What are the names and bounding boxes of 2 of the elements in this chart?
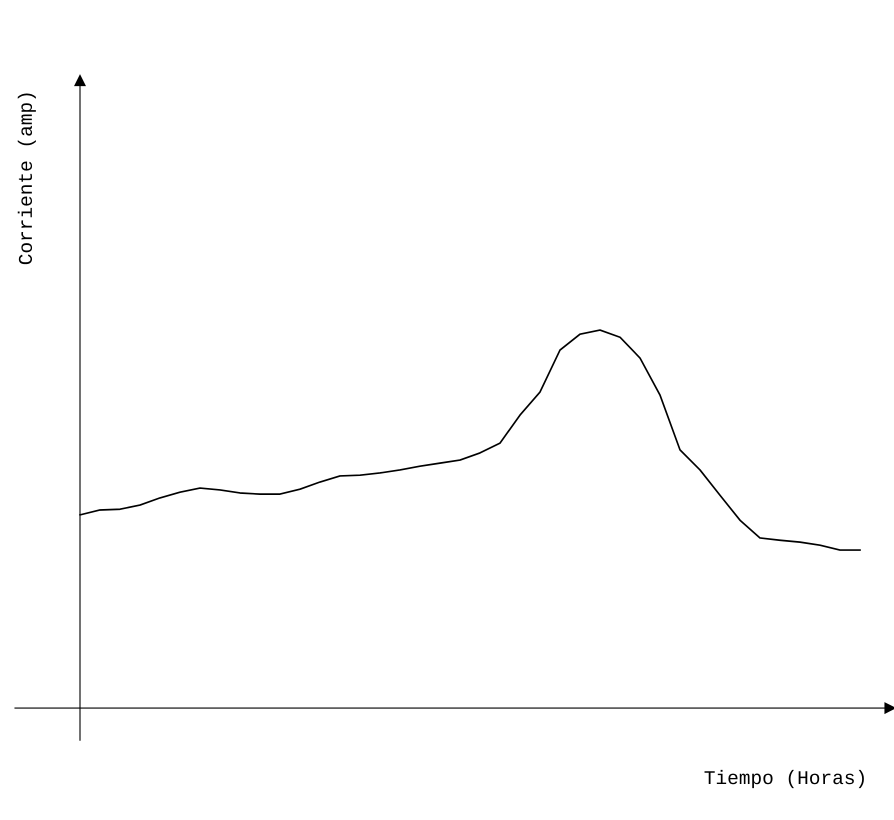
y-axis-title: Corriente (amp) <box>18 93 36 264</box>
x-axis-title: Tiempo (Horas) <box>704 770 864 788</box>
